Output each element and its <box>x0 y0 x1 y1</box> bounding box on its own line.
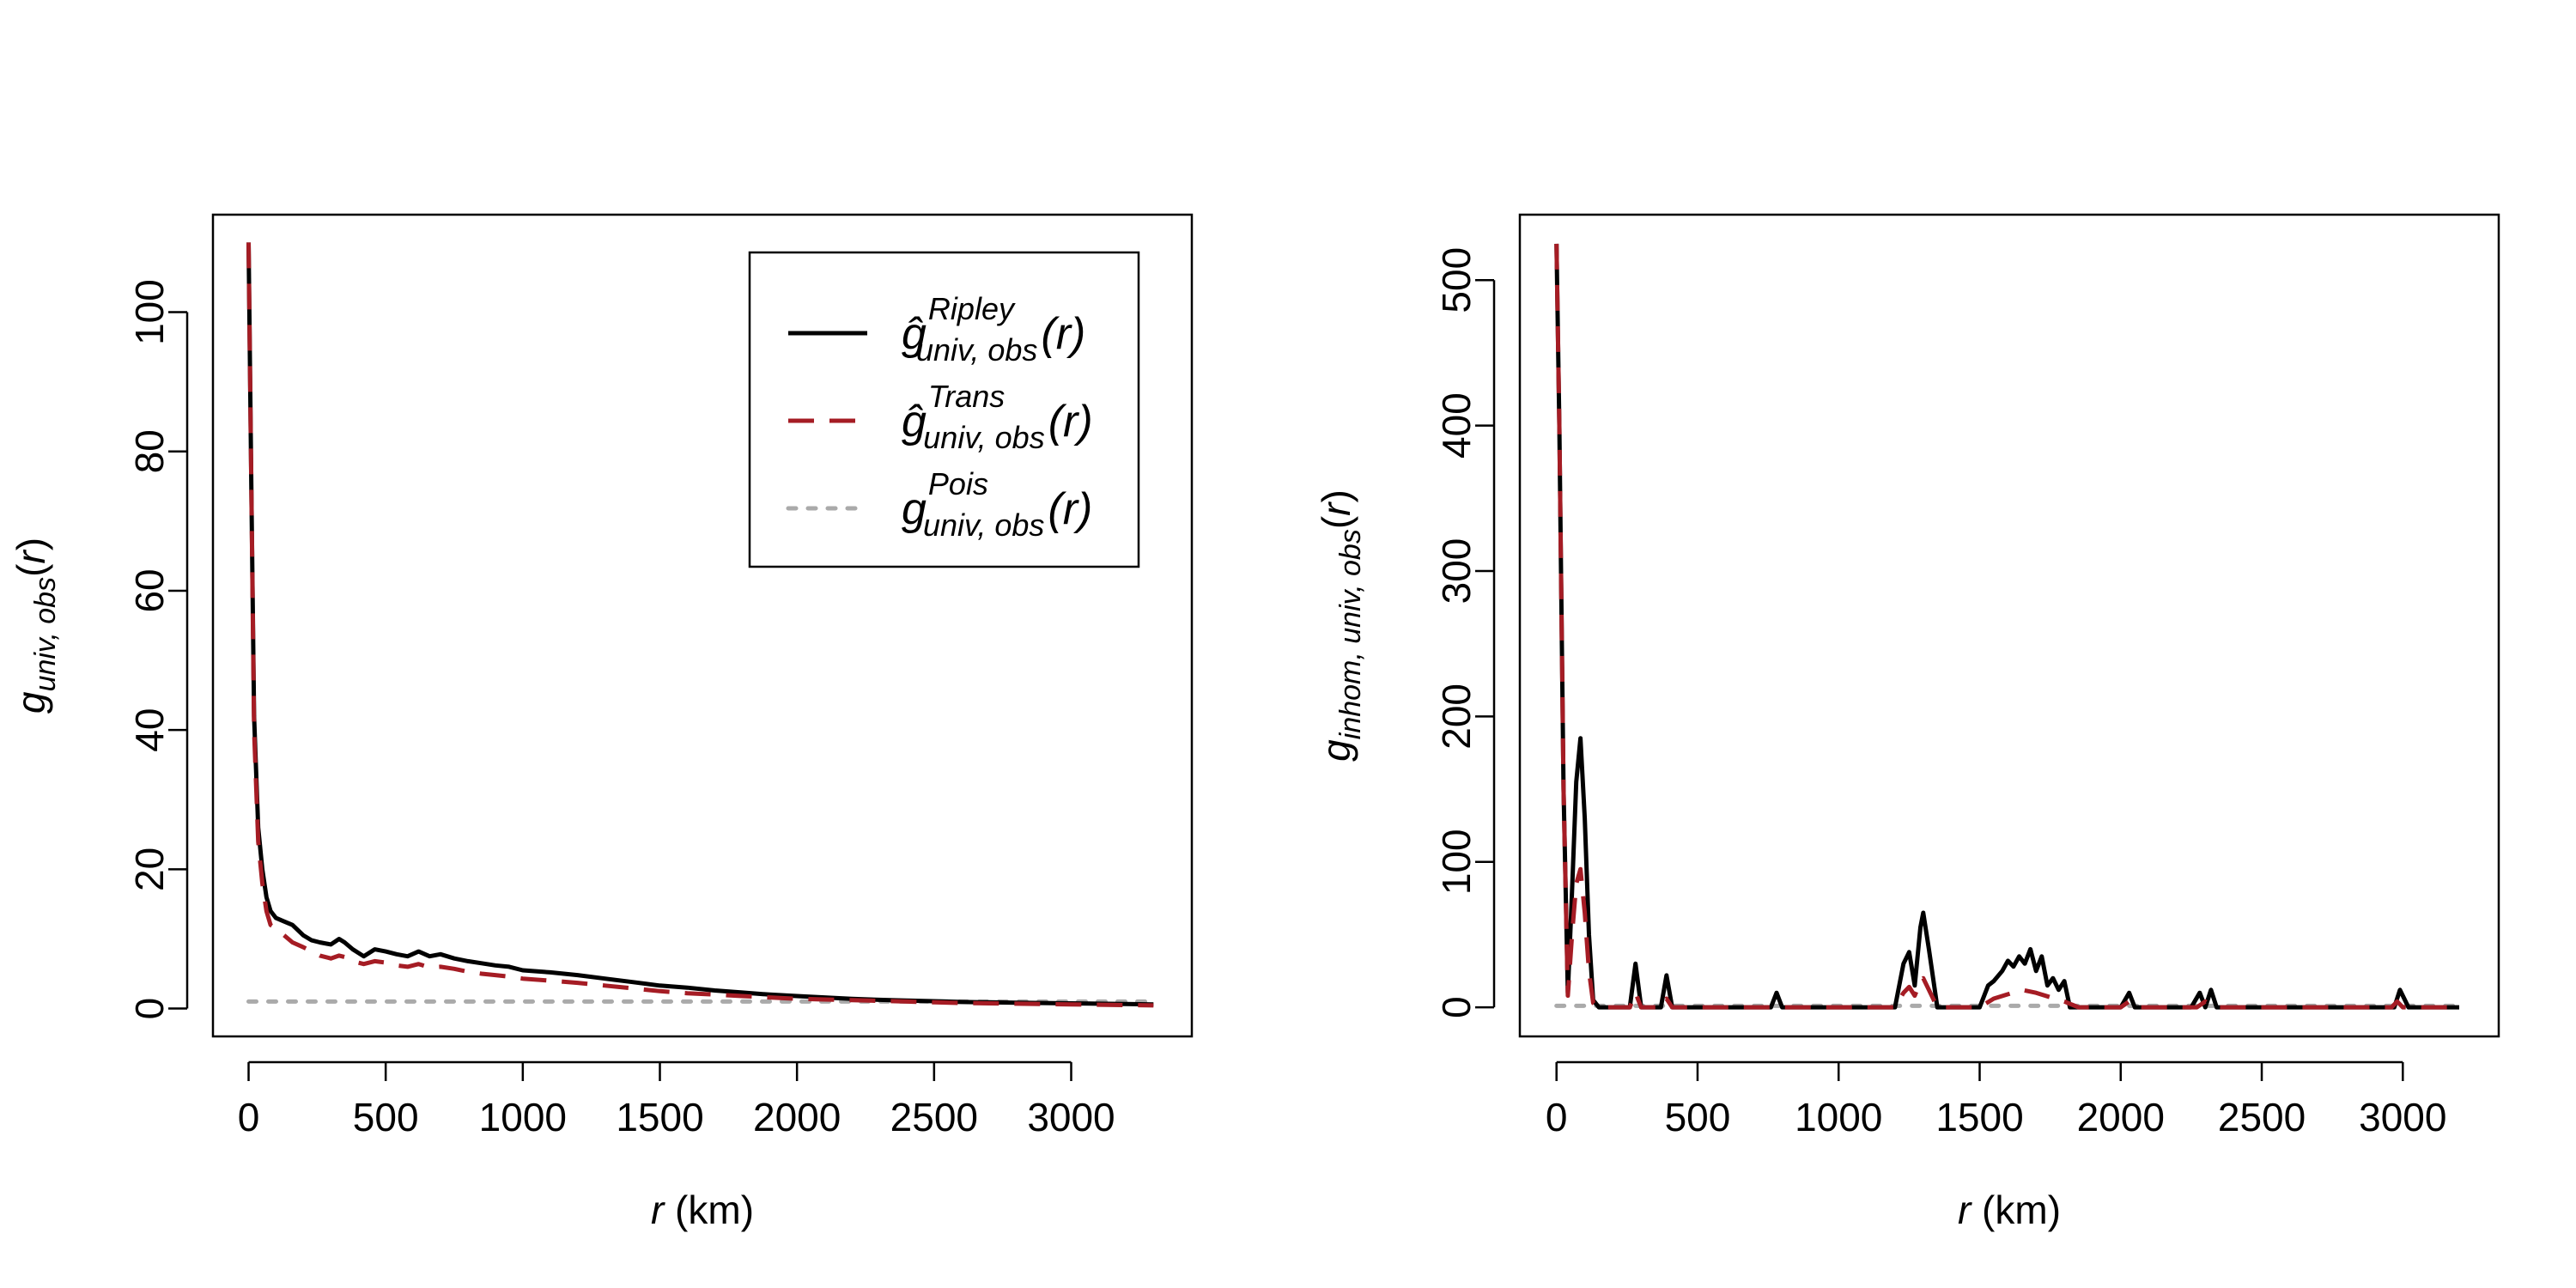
legend-label-2: ĝTrans univ, obs(r) <box>902 379 1093 455</box>
x-tick-label: 2500 <box>890 1095 978 1139</box>
y-tick-label: 20 <box>127 848 172 891</box>
x-tick-label: 3000 <box>1027 1095 1115 1139</box>
x-tick-label: 3000 <box>2359 1095 2446 1139</box>
y-tick-label: 500 <box>1434 247 1479 313</box>
y-axis: 0 20 40 60 80 100 <box>127 279 189 1020</box>
y-axis: 0 100 200 300 400 500 <box>1434 247 1496 1018</box>
y-tick-label: 100 <box>127 279 172 345</box>
x-tick-label: 2000 <box>753 1095 841 1139</box>
x-tick-label: 1000 <box>1795 1095 1882 1139</box>
x-tick-label: 1500 <box>616 1095 703 1139</box>
y-tick-label: 40 <box>127 708 172 752</box>
x-tick-label: 0 <box>238 1095 260 1139</box>
x-tick-label: 1500 <box>1935 1095 2023 1139</box>
y-tick-label: 0 <box>1434 996 1479 1018</box>
y-tick-label: 80 <box>127 429 172 473</box>
x-tick-label: 2500 <box>2218 1095 2306 1139</box>
legend: ĝRipley univ, obs(r) ĝTrans univ, obs(r) gPo… <box>748 251 1140 568</box>
right-chart-panel: 0 500 1000 1500 2000 2500 3000 0 100 200 300 400 500… <box>1314 213 2500 1232</box>
x-axis-title: r (km) <box>651 1188 754 1232</box>
left-chart-panel: 0 500 1000 1500 2000 2500 3000 0 20 40 60 80 100 r (k… <box>9 213 1194 1232</box>
plot-frame <box>1518 213 2500 1038</box>
x-tick-label: 0 <box>1546 1095 1568 1139</box>
x-axis-title: r (km) <box>1958 1188 2061 1232</box>
plot-frame <box>211 213 1194 1038</box>
series-line-2 <box>246 242 1154 1008</box>
legend-box <box>748 251 1140 568</box>
legend-label-3: gPois univ, obs(r) <box>902 466 1092 543</box>
x-axis: 0 500 1000 1500 2000 2500 3000 <box>238 1060 1115 1139</box>
x-tick-label: 2000 <box>2077 1095 2165 1139</box>
y-tick-label: 400 <box>1434 392 1479 459</box>
y-tick-label: 60 <box>127 568 172 612</box>
x-tick-label: 500 <box>353 1095 419 1139</box>
x-tick-label: 1000 <box>479 1095 567 1139</box>
y-tick-label: 300 <box>1434 538 1479 605</box>
series-line-2 <box>1554 243 2459 1010</box>
y-tick-label: 100 <box>1434 829 1479 895</box>
y-axis-title: guniv, obs(r) <box>9 538 62 714</box>
x-axis: 0 500 1000 1500 2000 2500 3000 <box>1546 1060 2446 1139</box>
y-tick-label: 0 <box>127 998 172 1020</box>
y-axis-title: ginhom, univ, obs(r) <box>1314 489 1367 762</box>
y-tick-label: 200 <box>1434 683 1479 750</box>
legend-label-1: ĝRipley univ, obs(r) <box>902 291 1085 368</box>
x-tick-label: 500 <box>1665 1095 1731 1139</box>
